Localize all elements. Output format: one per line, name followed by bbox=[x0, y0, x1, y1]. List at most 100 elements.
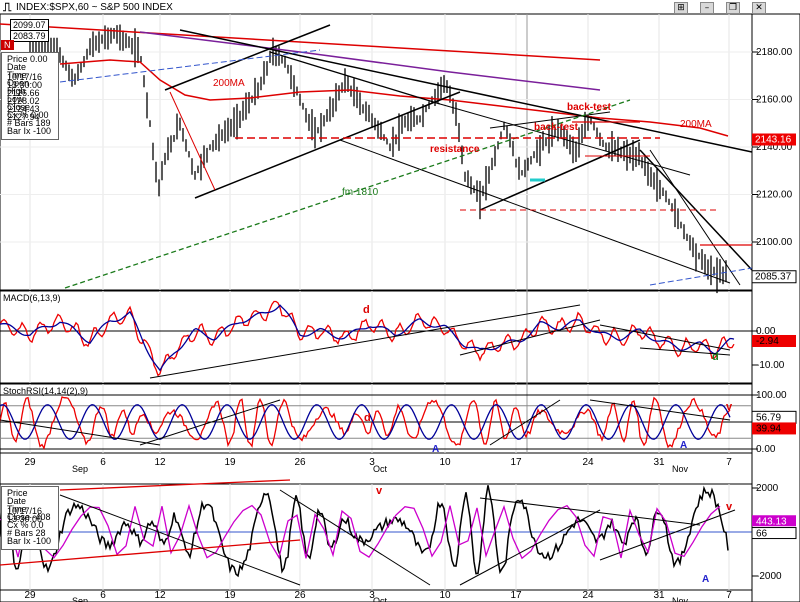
oscillator-line bbox=[0, 485, 729, 578]
stoch-trendline-2 bbox=[0, 419, 161, 446]
x-tick-label: 26 bbox=[294, 457, 306, 468]
channel-lower-2 bbox=[479, 139, 641, 211]
x-tick-label: 26 bbox=[294, 590, 306, 601]
month-label: Sep bbox=[72, 596, 88, 602]
x-tick-label: 6 bbox=[100, 457, 106, 468]
stochrsi-label: StochRSI(14,14(2),9) bbox=[3, 386, 89, 396]
info-line: Price bbox=[7, 488, 28, 498]
x-tick-label: 10 bbox=[439, 590, 451, 601]
ma-200-line bbox=[59, 59, 729, 137]
downtrend-line bbox=[179, 29, 753, 153]
info-line: Close 2127.94 bbox=[7, 102, 40, 122]
close-icon[interactable]: ✕ bbox=[752, 2, 766, 14]
stochrsi-panel bbox=[0, 383, 753, 454]
macd-value-label: -2.94 bbox=[756, 336, 779, 347]
info-line: Time 13:30:00 bbox=[7, 504, 43, 524]
price-bars bbox=[59, 24, 727, 294]
x-tick-label: 12 bbox=[154, 457, 166, 468]
osc-value-box-2 bbox=[751, 527, 797, 540]
stoch-a-label-2: A bbox=[680, 440, 687, 451]
stoch-tick-label: 100.00 bbox=[756, 390, 787, 401]
stochrsi-line bbox=[0, 396, 731, 450]
info-box: Price 0.00 Date 10/17/16 Time 13:30:00 O… bbox=[1, 52, 59, 140]
info-line: Bar Ix -100 bbox=[7, 126, 52, 136]
window-title: INDEX:$SPX,60 ~ S&P 500 INDEX bbox=[16, 2, 173, 13]
info-line: Open 2126.66 bbox=[7, 78, 40, 98]
info-line: Date 10/17/16 bbox=[7, 62, 43, 82]
x-tick-label: 29 bbox=[24, 590, 36, 601]
macd-trendline-2 bbox=[459, 319, 601, 356]
ma-price-label: 2143.16 bbox=[755, 134, 792, 145]
month-label: Nov bbox=[672, 464, 689, 474]
channel-upper bbox=[164, 24, 331, 91]
fm-label: fm 1810 bbox=[342, 187, 379, 198]
pin-icon[interactable]: ⊞ bbox=[674, 2, 688, 14]
osc-value-box-1 bbox=[752, 515, 796, 527]
restore-icon[interactable]: ❐ bbox=[726, 2, 740, 14]
osc-tick-label: -2000 bbox=[756, 571, 782, 582]
stoch-a-label: A bbox=[432, 444, 439, 455]
info-line: Price 0.00 bbox=[7, 54, 48, 64]
blue-dashed-line-2 bbox=[649, 267, 753, 286]
month-label: Nov bbox=[672, 596, 689, 602]
osc-value-label-2: 66 bbox=[756, 529, 768, 540]
downtrend-line-3 bbox=[439, 103, 691, 176]
x-tick-label: 3 bbox=[369, 457, 375, 468]
macd-d-label-green: d bbox=[712, 351, 719, 363]
macd-panel bbox=[0, 290, 753, 384]
osc-v-label-2: v bbox=[726, 501, 733, 513]
osc-trendline bbox=[59, 494, 301, 586]
purple-trendline bbox=[139, 31, 601, 91]
red-pointer-line bbox=[169, 91, 216, 191]
stoch-trendline-4 bbox=[589, 399, 731, 421]
last-price-label: 2085.37 bbox=[755, 272, 792, 283]
x-tick-label: 3 bbox=[369, 590, 375, 601]
x-tick-label: 7 bbox=[726, 457, 732, 468]
x-tick-label: 17 bbox=[510, 457, 522, 468]
stoch-trendline bbox=[139, 399, 281, 446]
stoch-value-label-2: 39.94 bbox=[756, 423, 781, 434]
lower-info-box: Price Date 10/17/16 Time 13:30:00 Close … bbox=[1, 486, 59, 550]
info-line: # Bars 28 bbox=[7, 528, 46, 538]
osc-value-label-1: 443.13 bbox=[756, 516, 787, 527]
macd-d-label: d bbox=[363, 304, 370, 316]
macd-tick-label: -10.00 bbox=[756, 360, 785, 371]
stoch-value-label-1: 56.79 bbox=[756, 412, 781, 423]
macd-signal-line bbox=[0, 304, 735, 372]
minimize-icon[interactable]: – bbox=[700, 2, 714, 14]
downtrend-line-2 bbox=[269, 51, 441, 105]
osc-a-label: A bbox=[702, 574, 709, 585]
macd-trendline bbox=[149, 304, 581, 379]
x-tick-label: 7 bbox=[726, 590, 732, 601]
info-line: Cx % 0.0 bbox=[7, 520, 44, 530]
price-tick-label: 2180.00 bbox=[756, 47, 793, 58]
stoch-v-label: v bbox=[726, 401, 733, 413]
info-line: Cx % 0.00 bbox=[7, 110, 49, 120]
info-line: Low 2124.43 bbox=[7, 94, 40, 114]
channel-upper-2 bbox=[489, 111, 611, 129]
blue-dashed-line bbox=[59, 49, 321, 83]
ma200-label-left: 200MA bbox=[213, 78, 245, 89]
stoch-trendline-3 bbox=[489, 399, 561, 446]
n-label: N bbox=[1, 40, 14, 50]
osc-trendline-2 bbox=[279, 489, 431, 586]
oscillator-panel bbox=[0, 483, 753, 591]
osc-trendline-3 bbox=[459, 509, 601, 586]
price-tick-label: 2140.00 bbox=[756, 142, 793, 153]
x-tick-label: 31 bbox=[653, 457, 665, 468]
x-tick-label: 31 bbox=[653, 590, 665, 601]
x-tick-label: 17 bbox=[510, 590, 522, 601]
price-axis-strip bbox=[751, 13, 800, 602]
macd-trendline-3 bbox=[639, 347, 731, 356]
x-tick-label: 10 bbox=[439, 457, 451, 468]
ma-price-box bbox=[752, 133, 796, 146]
info-line: Bar Ix -100 bbox=[7, 536, 52, 546]
osc-red-line bbox=[59, 479, 291, 491]
osc-red-line-2 bbox=[0, 539, 301, 566]
price-tick-label: 2100.00 bbox=[756, 237, 793, 248]
osc-trendline-4 bbox=[479, 497, 701, 526]
x-axis-band bbox=[0, 452, 753, 485]
osc-trendline-5 bbox=[599, 509, 736, 561]
